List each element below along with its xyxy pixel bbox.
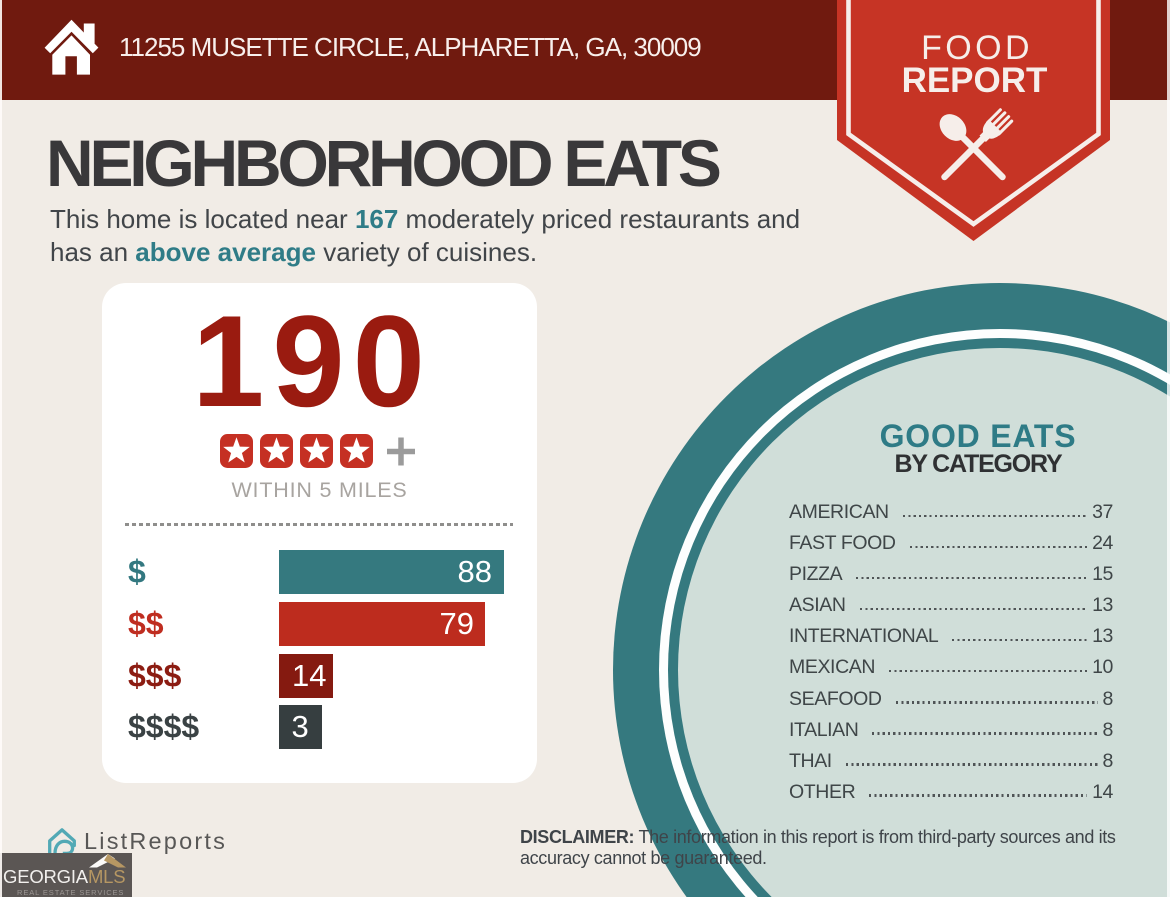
svg-text:FOOD: FOOD	[921, 29, 1033, 67]
svg-text:REPORT: REPORT	[902, 61, 1048, 100]
